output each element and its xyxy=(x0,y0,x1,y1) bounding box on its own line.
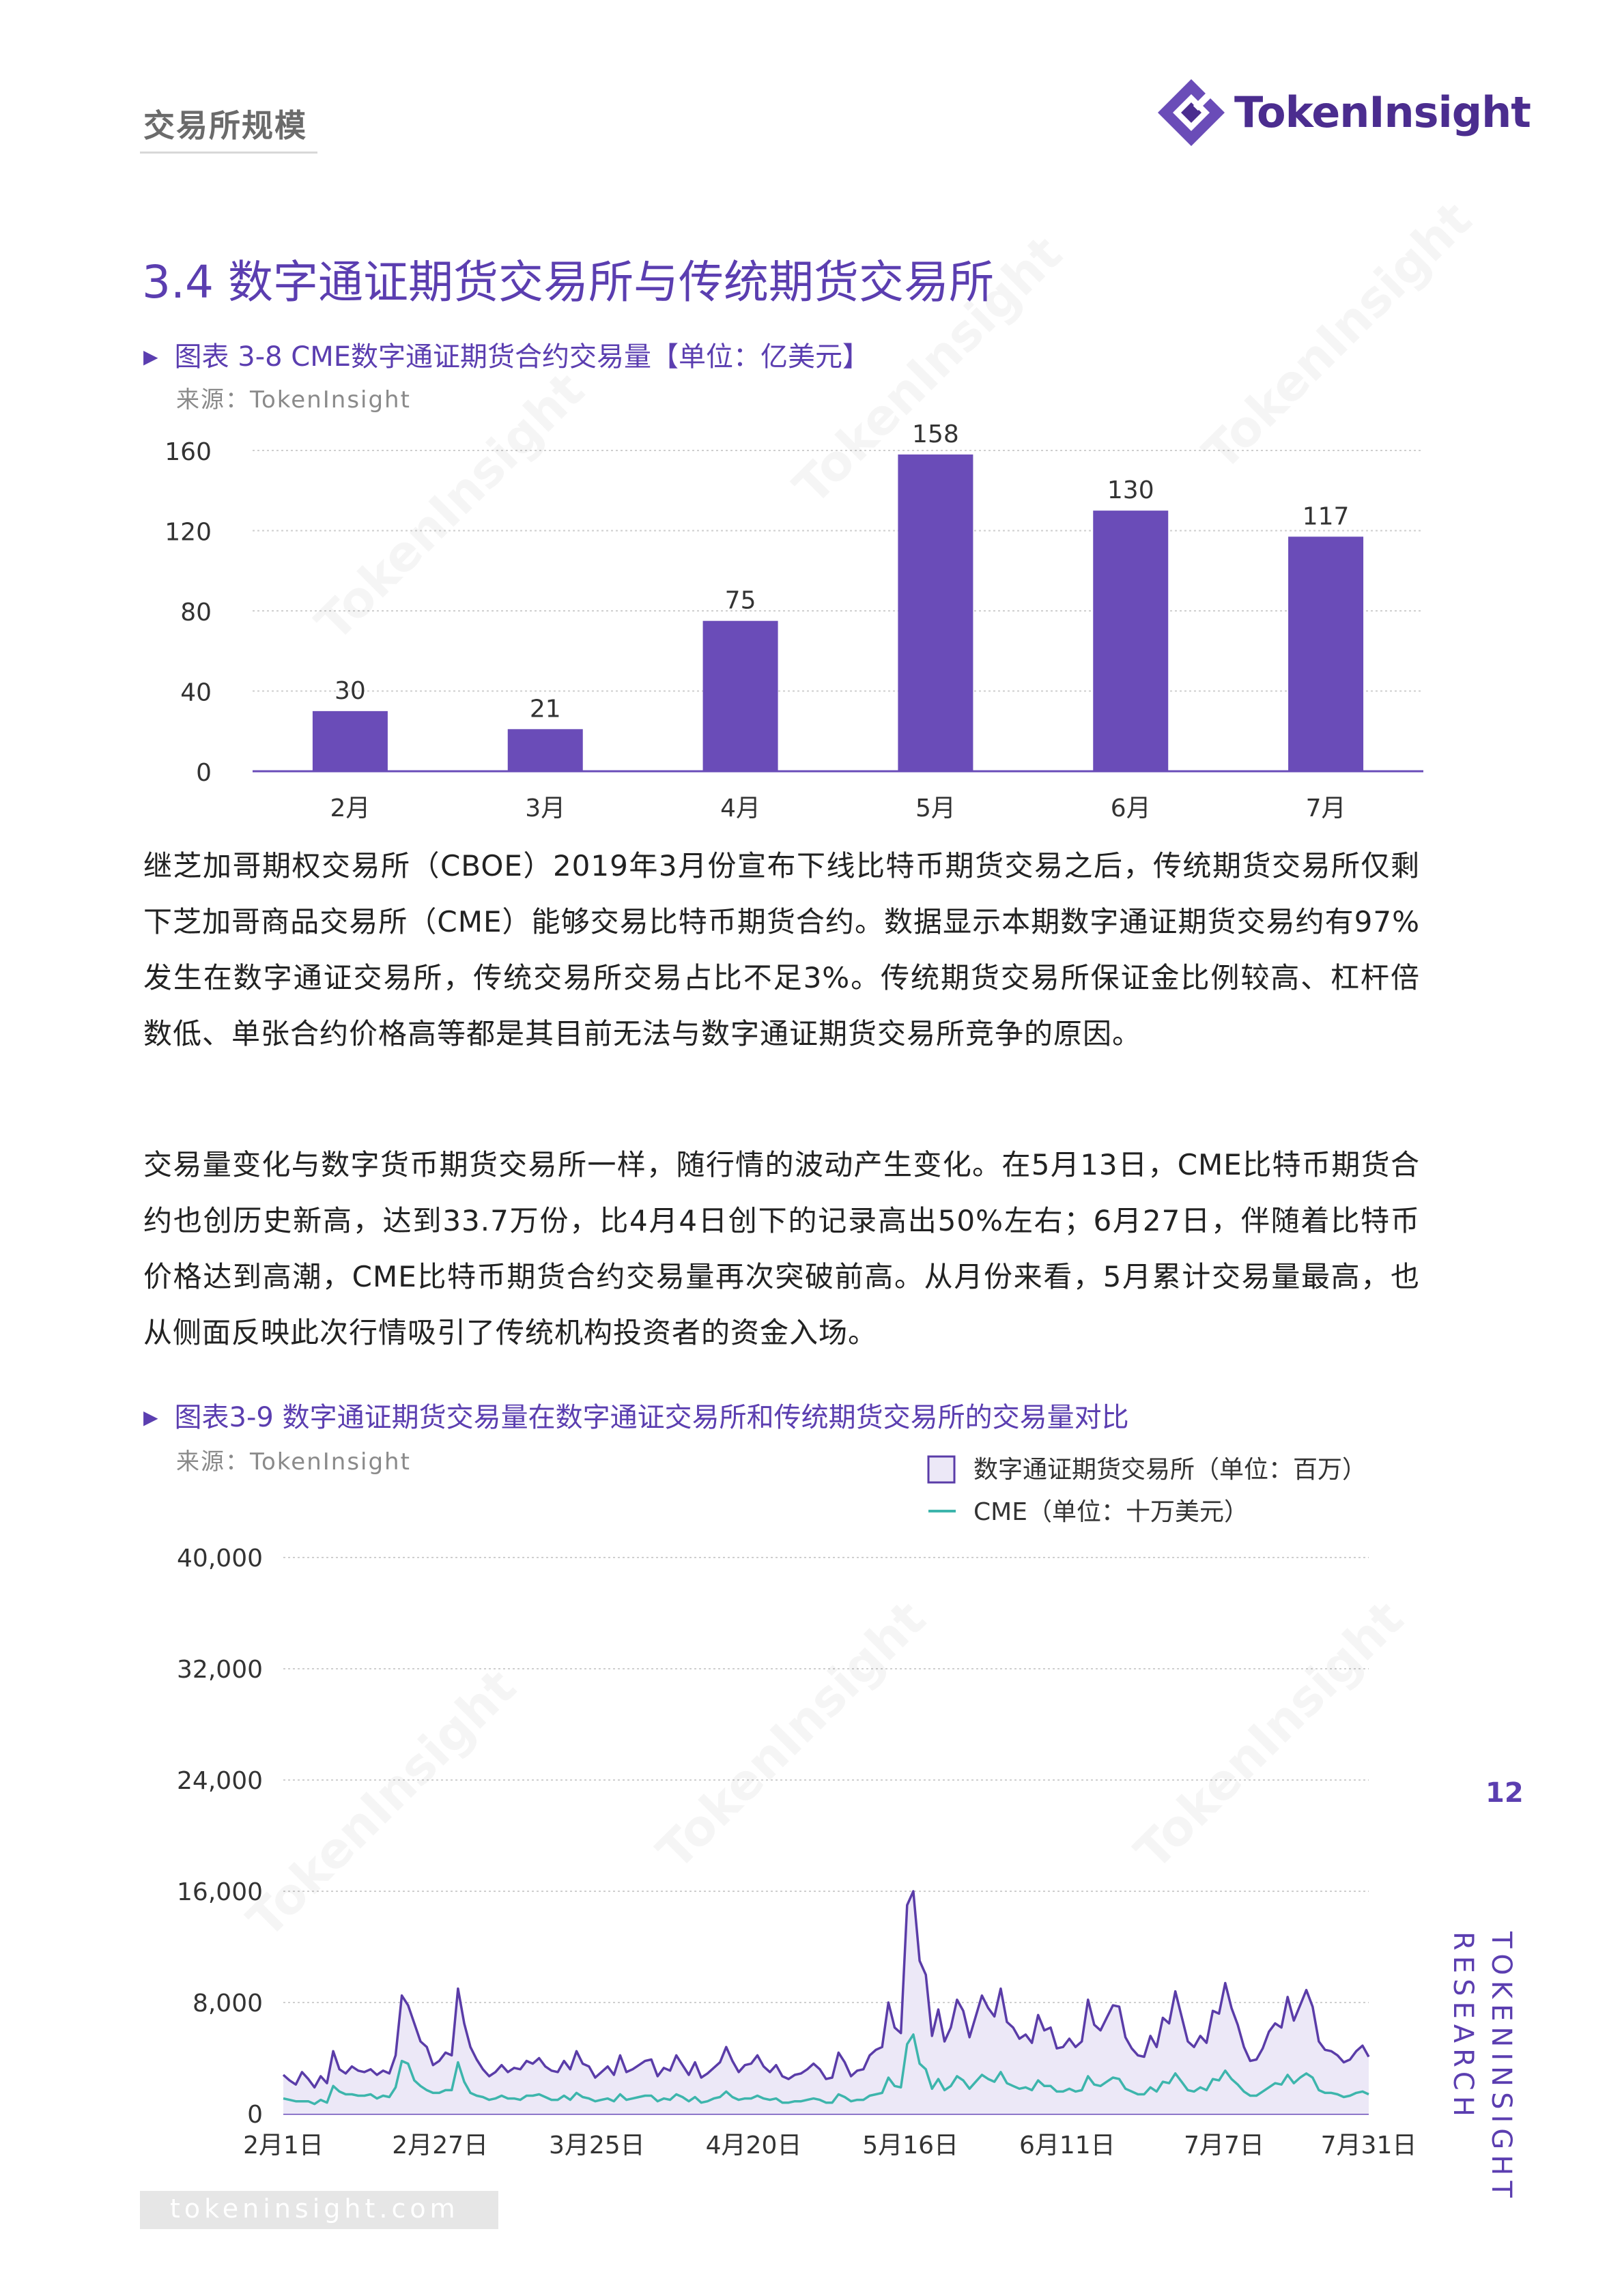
section-title: 3.4 数字通证期货交易所与传统期货交易所 xyxy=(142,256,994,308)
line-y-tick-label: 40,000 xyxy=(177,1545,263,1573)
figure2-title-row: ▶ 图表3-9 数字通证期货交易量在数字通证交易所和传统期货交易所的交易量对比 xyxy=(143,1395,1129,1435)
bar-value-label: 130 xyxy=(1107,476,1154,504)
logo-wordmark: TokenInsight xyxy=(1234,87,1531,137)
bar-x-tick-label: 7月 xyxy=(1306,794,1346,822)
legend-label-exchange: 数字通证期货交易所（单位：百万） xyxy=(973,1456,1367,1484)
body-paragraph-2-text: 交易量变化与数字货币期货交易所一样，随行情的波动产生变化。在5月13日，CME比… xyxy=(143,1148,1420,1349)
line-x-tick-label: 2月1日 xyxy=(243,2132,324,2159)
header-divider xyxy=(140,152,317,154)
legend-swatch-exchange xyxy=(927,1455,956,1484)
bar-x-tick-label: 3月 xyxy=(525,794,565,822)
figure2-source: 来源：TokenInsight xyxy=(176,1448,411,1476)
bar-x-tick-label: 2月 xyxy=(330,794,370,822)
bar-value-label: 21 xyxy=(530,695,561,723)
bar-value-label: 117 xyxy=(1303,502,1350,530)
tokeninsight-logo-icon xyxy=(1158,79,1225,146)
line-x-tick-label: 2月27日 xyxy=(392,2132,488,2159)
line-y-tick-label: 32,000 xyxy=(177,1656,263,1684)
side-brand-line2: RESEARCH xyxy=(1447,1932,1479,2122)
bar xyxy=(898,454,973,771)
body-paragraph-1-text: 继芝加哥期权交易所（CBOE）2019年3月份宣布下线比特币期货交易之后，传统期… xyxy=(143,849,1420,1050)
brand-logo: TokenInsight xyxy=(1154,75,1536,150)
line-x-tick-label: 7月31日 xyxy=(1321,2132,1417,2159)
area-fill-exchange-volume xyxy=(283,1891,1369,2114)
bar-x-tick-label: 4月 xyxy=(720,794,760,822)
body-paragraph-1: 继芝加哥期权交易所（CBOE）2019年3月份宣布下线比特币期货交易之后，传统期… xyxy=(143,838,1420,1062)
bar-value-label: 75 xyxy=(725,587,756,615)
line-x-tick-label: 6月11日 xyxy=(1019,2132,1115,2159)
line-x-tick-label: 4月20日 xyxy=(706,2132,802,2159)
figure2-title: 图表3-9 数字通证期货交易量在数字通证交易所和传统期货交易所的交易量对比 xyxy=(174,1402,1129,1433)
bar-x-tick-label: 5月 xyxy=(915,794,956,822)
bar-y-tick-label: 120 xyxy=(165,519,212,547)
body-paragraph-2: 交易量变化与数字货币期货交易所一样，随行情的波动产生变化。在5月13日，CME比… xyxy=(143,1137,1420,1361)
bar xyxy=(702,620,778,771)
bar-y-tick-label: 80 xyxy=(180,599,212,627)
bullet-triangle-icon: ▶ xyxy=(143,345,158,368)
bar xyxy=(1288,536,1364,771)
bar-y-tick-label: 160 xyxy=(165,438,212,466)
line-x-tick-label: 3月25日 xyxy=(549,2132,645,2159)
figure1-title: 图表 3-8 CME数字通证期货合约交易量【单位：亿美元】 xyxy=(174,341,870,373)
bar-y-tick-label: 0 xyxy=(196,759,212,787)
line-y-tick-label: 0 xyxy=(247,2101,263,2129)
legend-label-cme: CME（单位：十万美元） xyxy=(973,1498,1249,1526)
side-brand: TOKENINSIGHT RESEARCH xyxy=(1447,1932,1529,2218)
header-section-label: 交易所规模 xyxy=(143,107,307,144)
side-brand-line1: TOKENINSIGHT xyxy=(1485,1932,1517,2203)
footer-url: tokeninsight.com xyxy=(170,2194,459,2224)
figure1-source: 来源：TokenInsight xyxy=(176,386,411,414)
footer-url-bar: tokeninsight.com xyxy=(140,2191,498,2229)
line-chart: 0 8,000 16,000 24,000 32,000 40,000 2月1日 2月27日 3… xyxy=(177,1455,1417,2159)
bar-x-tick-label: 6月 xyxy=(1111,794,1151,822)
line-y-tick-label: 16,000 xyxy=(177,1878,263,1906)
line-x-tick-label: 7月7日 xyxy=(1184,2132,1264,2159)
bar xyxy=(1093,511,1169,771)
line-series-exchange-volume xyxy=(282,1890,1370,2089)
bullet-triangle-icon: ▶ xyxy=(143,1406,158,1429)
figure1-title-row: ▶ 图表 3-8 CME数字通证期货合约交易量【单位：亿美元】 xyxy=(143,334,870,374)
bar-value-label: 30 xyxy=(335,677,366,705)
line-series-cme xyxy=(283,2033,1369,2106)
bar-chart: 0 40 80 120 160 30 2月 21 3月 75 4月 158 5月 130 6月 117 7月 xyxy=(165,420,1423,822)
bar-value-label: 158 xyxy=(912,420,959,448)
line-x-tick-label: 5月16日 xyxy=(862,2132,958,2159)
line-y-tick-label: 24,000 xyxy=(177,1767,263,1795)
line-y-tick-label: 8,000 xyxy=(193,1990,263,2018)
bar-y-tick-label: 40 xyxy=(180,679,212,707)
page-number: 12 xyxy=(1485,1777,1524,1809)
bar xyxy=(507,729,583,771)
bar xyxy=(312,711,388,771)
